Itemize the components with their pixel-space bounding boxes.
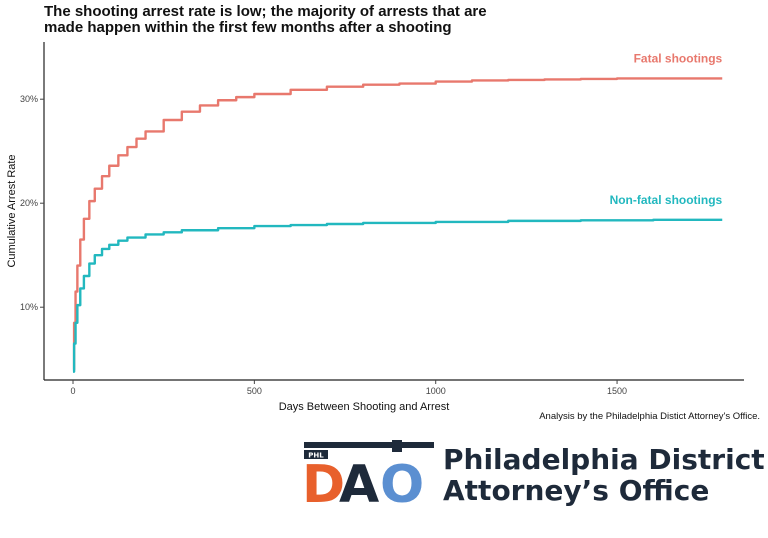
x-tick-label: 0 xyxy=(71,386,76,396)
y-tick-label: 30% xyxy=(20,94,38,104)
series-line-fatal xyxy=(72,77,723,371)
logo-letter-d: D xyxy=(302,455,345,510)
chart-title-line-1: The shooting arrest rate is low; the maj… xyxy=(44,3,487,20)
logo-badge xyxy=(304,450,328,459)
x-tick-label: 1000 xyxy=(426,386,446,396)
series-line-non-fatal xyxy=(72,218,723,373)
y-tick-label: 20% xyxy=(20,198,38,208)
logo-top-bar xyxy=(304,442,434,448)
source-caption: Analysis by the Philadelphia Distict Att… xyxy=(539,411,760,422)
x-axis-title: Days Between Shooting and Arrest xyxy=(279,401,450,413)
y-axis-title: Cumulative Arrest Rate xyxy=(6,154,18,267)
dao-logo: PHL D A O Philadelphia District Attorney… xyxy=(300,440,765,510)
logo-letter-a: A xyxy=(339,455,379,510)
logo-letter-o: O xyxy=(380,455,424,510)
series-label-non-fatal: Non-fatal shootings xyxy=(610,193,723,207)
logo-wordmark-line-2: Attorney’s Office xyxy=(443,474,710,507)
axes: 0 500 1000 1500 10% 20% 30% Days Between Shooti… xyxy=(6,42,744,413)
x-tick-label: 500 xyxy=(247,386,262,396)
chart-title-line-2: made happen within the first few months … xyxy=(44,19,452,36)
y-tick-label: 10% xyxy=(20,302,38,312)
labels-group: Fatal shootings Non-fatal shootings xyxy=(610,51,723,206)
dao-logo-mark: PHL D A O xyxy=(302,440,434,510)
series-label-fatal: Fatal shootings xyxy=(634,51,723,65)
logo-wordmark: Philadelphia District Attorney’s Office xyxy=(443,444,765,506)
logo-bar-tab xyxy=(392,440,402,452)
logo-wordmark-line-1: Philadelphia District xyxy=(443,443,765,476)
series-group xyxy=(72,77,723,373)
x-tick-label: 1500 xyxy=(607,386,627,396)
logo-badge-text: PHL xyxy=(308,452,324,460)
chart-title: The shooting arrest rate is low; the maj… xyxy=(44,4,744,36)
